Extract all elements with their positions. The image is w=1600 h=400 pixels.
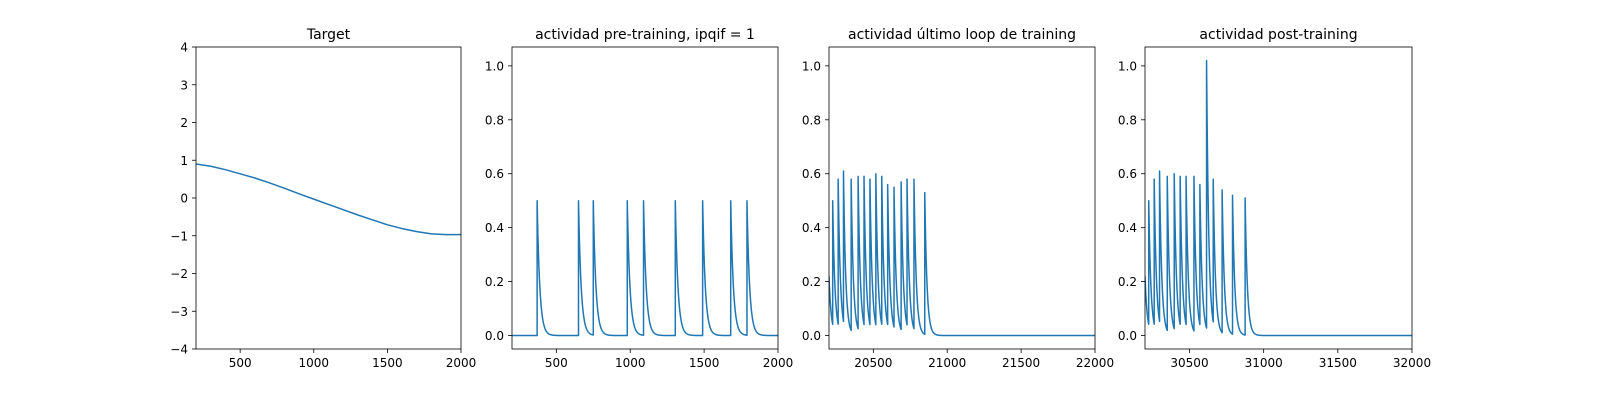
y-tick-label: 0.0 (485, 329, 504, 343)
y-tick-label: 1.0 (485, 59, 504, 73)
panel-last-training-loop: actividad último loop de training 20500 2… (802, 27, 1114, 370)
y-tick-label: −3 (170, 305, 188, 319)
y-tick-label: 0.4 (802, 221, 821, 235)
data-series-line (196, 163, 461, 236)
panel-title: actividad pre-training, ipqif = 1 (535, 27, 755, 43)
x-tick-label: 1000 (299, 356, 330, 370)
y-tick-label: 4 (180, 41, 188, 55)
x-tick-label: 1000 (615, 356, 646, 370)
y-tick-label: 0.8 (1118, 113, 1137, 127)
y-tick-label: 1.0 (802, 59, 821, 73)
x-tick-label: 32000 (1393, 356, 1431, 370)
x-tick-label: 22000 (1076, 356, 1114, 370)
panel-title: actividad post-training (1199, 27, 1357, 43)
y-tick-label: 2 (180, 116, 188, 130)
x-tick-label: 20500 (854, 356, 892, 370)
y-tick-label: 0.6 (802, 167, 821, 181)
x-tick-label: 21500 (1002, 356, 1040, 370)
y-tick-label: 0.8 (485, 113, 504, 127)
x-tick-label: 1500 (689, 356, 720, 370)
x-tick-label: 21000 (928, 356, 966, 370)
panel-target: Target 500 1000 1500 2000 −4 −3 −2 −1 0 1 2 3 4 (170, 27, 476, 370)
data-series-line (829, 170, 1095, 337)
x-tick-label: 31000 (1245, 356, 1283, 370)
y-tick-label: 0.2 (485, 275, 504, 289)
y-tick-label: 0.6 (1118, 167, 1137, 181)
x-tick-label: 2000 (446, 356, 477, 370)
x-tick-label: 2000 (763, 356, 794, 370)
y-tick-label: 0 (180, 192, 188, 206)
panel-pre-training: actividad pre-training, ipqif = 1 500 100… (485, 27, 793, 370)
y-tick-label: 0.4 (485, 221, 504, 235)
y-tick-label: 1 (180, 154, 188, 168)
axes-frame (511, 46, 779, 350)
y-tick-label: 0.0 (1118, 329, 1137, 343)
y-tick-label: 0.0 (802, 329, 821, 343)
y-tick-label: −4 (170, 343, 188, 357)
y-tick-label: 0.8 (802, 113, 821, 127)
y-tick-label: −2 (170, 267, 188, 281)
x-tick-label: 1500 (372, 356, 403, 370)
axes-frame (1144, 46, 1413, 350)
y-tick-label: 0.2 (1118, 275, 1137, 289)
x-tick-label: 31500 (1319, 356, 1357, 370)
panel-title: Target (306, 27, 351, 43)
x-tick-label: 500 (229, 356, 252, 370)
y-tick-label: 0.6 (485, 167, 504, 181)
y-tick-label: −1 (170, 229, 188, 243)
x-tick-label: 500 (545, 356, 568, 370)
y-tick-label: 1.0 (1118, 59, 1137, 73)
y-tick-label: 0.4 (1118, 221, 1137, 235)
x-tick-label: 30500 (1170, 356, 1208, 370)
data-series-line (512, 199, 778, 337)
panel-title: actividad último loop de training (848, 27, 1076, 43)
y-tick-label: 3 (180, 78, 188, 92)
axes-frame (828, 46, 1096, 350)
data-series-line (1145, 59, 1412, 337)
y-tick-label: 0.2 (802, 275, 821, 289)
panel-post-training: actividad post-training 30500 31000 31500 3… (1118, 27, 1431, 370)
